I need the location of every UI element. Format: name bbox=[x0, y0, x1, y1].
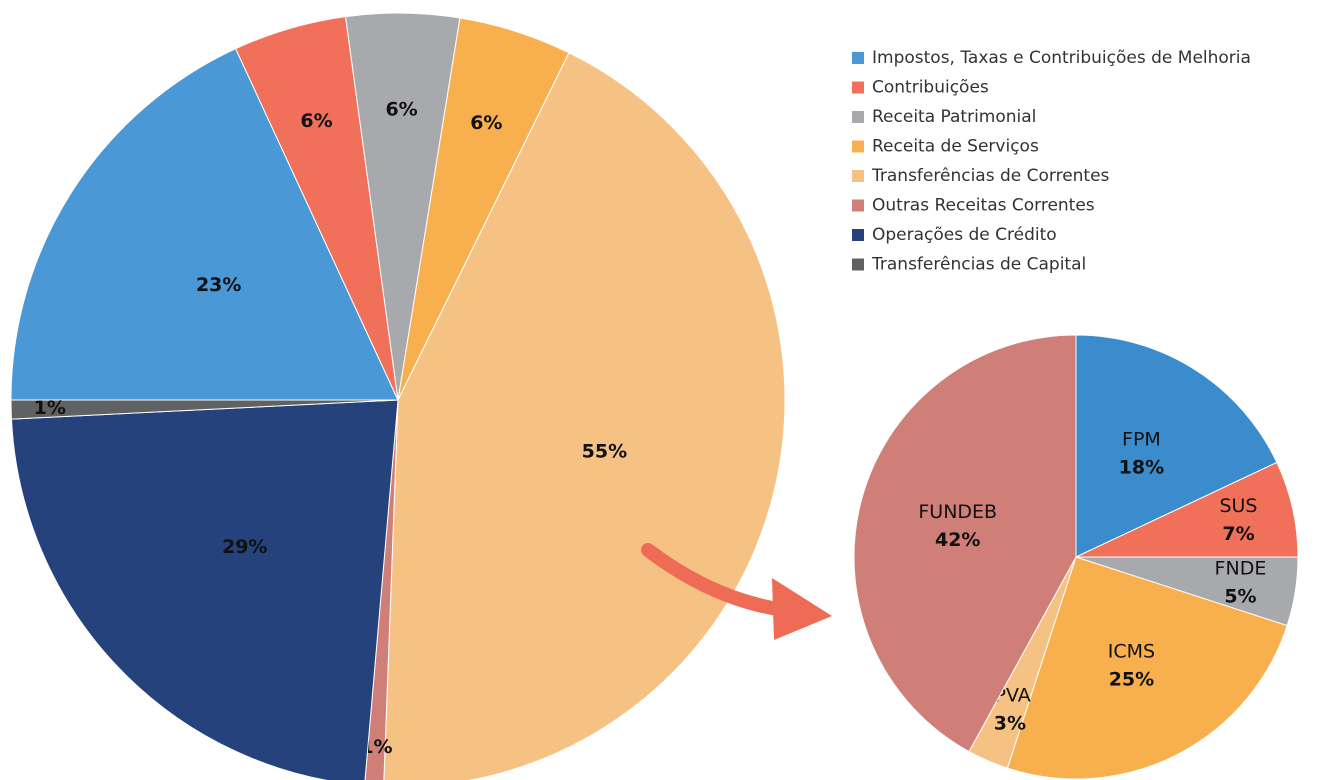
slice-label: 6% bbox=[470, 112, 502, 134]
pie-slice bbox=[10, 399, 399, 420]
legend-label: Receita de Serviços bbox=[872, 137, 1039, 157]
pie-slice bbox=[383, 52, 786, 780]
slice-label: 7% bbox=[1222, 523, 1254, 545]
slice-label: 1% bbox=[34, 397, 66, 419]
arrow-head bbox=[772, 578, 832, 640]
pie-slice bbox=[1075, 334, 1278, 558]
slice-name: ICMS bbox=[1108, 640, 1155, 662]
legend-swatch bbox=[852, 229, 864, 241]
legend-label: Receita Patrimonial bbox=[872, 107, 1036, 127]
pie-slice bbox=[10, 48, 399, 401]
slice-label: 25% bbox=[1109, 668, 1154, 690]
slice-name: FNDE bbox=[1215, 558, 1267, 580]
slice-label: 42% bbox=[935, 529, 980, 551]
slice-name: FUNDEB bbox=[918, 501, 997, 523]
legend-swatch bbox=[852, 199, 864, 212]
legend-swatch bbox=[852, 52, 864, 64]
slice-label: 18% bbox=[1119, 456, 1164, 478]
legend-swatch bbox=[852, 111, 864, 123]
slice-name: FPM bbox=[1122, 428, 1161, 450]
legend-swatch bbox=[852, 170, 864, 182]
legend-swatch bbox=[852, 258, 864, 271]
legend-label: Impostos, Taxas e Contribuições de Melho… bbox=[872, 48, 1251, 68]
pie-slice bbox=[853, 334, 1077, 753]
slice-label: 5% bbox=[1224, 586, 1256, 608]
legend: Impostos, Taxas e Contribuições de Melho… bbox=[852, 48, 1251, 275]
legend-label: Contribuições bbox=[872, 78, 989, 98]
legend-label: Outras Receitas Correntes bbox=[872, 196, 1095, 216]
pie-slice bbox=[10, 399, 399, 780]
slice-name: SUS bbox=[1219, 495, 1257, 517]
legend-swatch bbox=[852, 81, 864, 94]
slice-label: 23% bbox=[196, 274, 241, 296]
legend-label: Transferências de Capital bbox=[871, 255, 1086, 275]
slice-label: 3% bbox=[994, 712, 1026, 734]
legend-label: Operações de Crédito bbox=[872, 225, 1057, 245]
legend-label: Transferências de Correntes bbox=[871, 166, 1110, 186]
slice-label: 6% bbox=[385, 98, 417, 120]
slice-label: 6% bbox=[300, 110, 332, 132]
slice-label: 29% bbox=[222, 536, 267, 558]
pie-slice bbox=[1006, 556, 1288, 780]
pie: 23%6%6%6%55%1%29%1% bbox=[10, 12, 786, 780]
legend-swatch bbox=[852, 140, 864, 153]
slice-label: 55% bbox=[582, 441, 627, 463]
